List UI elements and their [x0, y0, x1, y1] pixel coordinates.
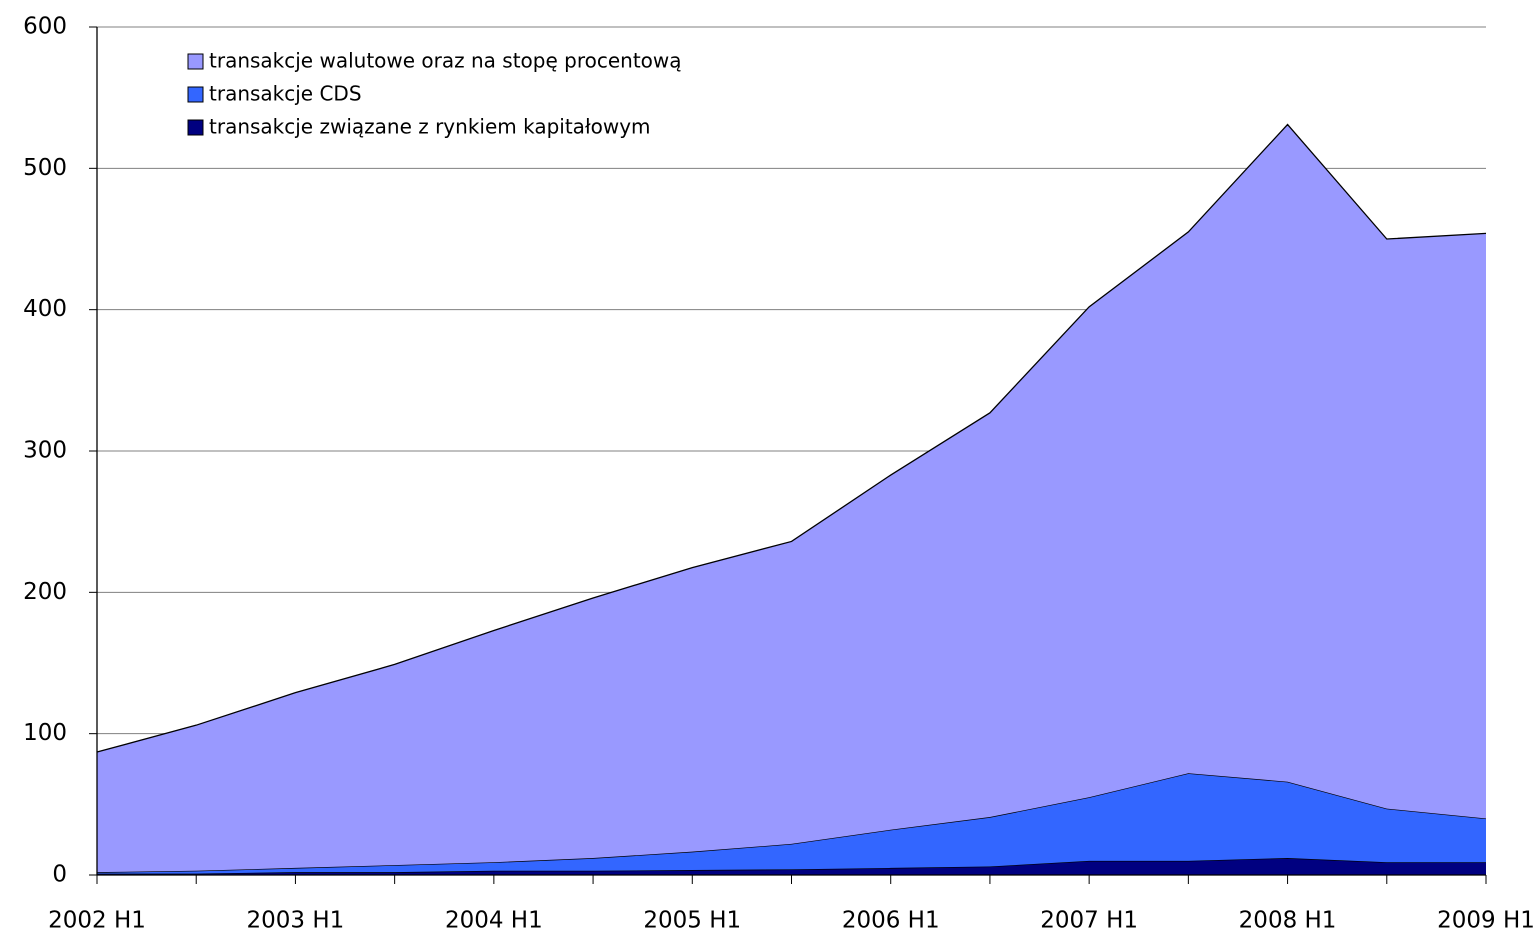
area [97, 124, 1486, 873]
x-tick-label: 2007 H1 [1040, 908, 1138, 934]
y-tick-label: 200 [23, 579, 67, 605]
y-tick-label: 0 [52, 862, 67, 888]
y-tick-label: 400 [23, 296, 67, 322]
area [97, 773, 1486, 874]
legend-label: transakcje związane z rynkiem kapitałowy… [209, 115, 651, 139]
legend-label: transakcje walutowe oraz na stopę procen… [209, 49, 682, 73]
x-tick-label: 2005 H1 [643, 908, 741, 934]
legend-swatch [187, 119, 204, 136]
legend-swatch [187, 53, 204, 70]
x-tick-label: 2008 H1 [1239, 908, 1337, 934]
area-outline [96, 123, 1487, 753]
legend-label: transakcje CDS [209, 82, 362, 106]
y-tick-label: 100 [23, 720, 67, 746]
legend-swatch [187, 86, 204, 103]
y-tick-label: 300 [23, 438, 67, 464]
y-tick-label: 600 [23, 14, 67, 40]
area [97, 858, 1486, 875]
x-tick-label: 2003 H1 [247, 908, 345, 934]
x-tick-label: 2002 H1 [48, 908, 146, 934]
y-tick-label: 500 [23, 155, 67, 181]
x-tick-label: 2009 H1 [1437, 908, 1535, 934]
x-tick-label: 2004 H1 [445, 908, 543, 934]
x-tick-label: 2006 H1 [842, 908, 940, 934]
